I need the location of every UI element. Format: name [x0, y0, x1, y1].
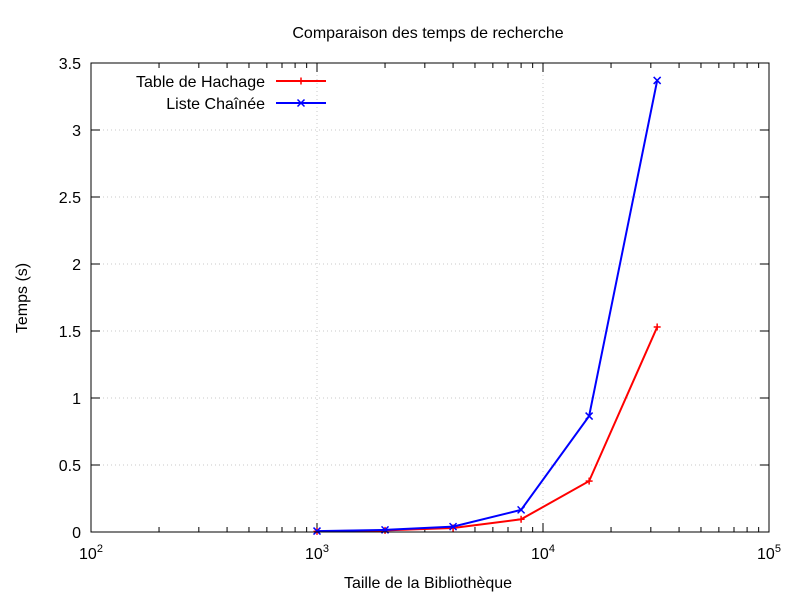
chart-title: Comparaison des temps de recherche: [292, 25, 563, 42]
legend-label: Table de Hachage: [136, 74, 265, 91]
legend-item: Table de Hachage: [136, 74, 326, 91]
legend-item: Liste Chaînée: [166, 96, 326, 113]
x-axis-label: Taille de la Bibliothèque: [344, 575, 512, 592]
x-tick-label: 102: [79, 543, 103, 563]
y-tick-label: 1.5: [59, 324, 81, 341]
y-axis-label: Temps (s): [14, 263, 31, 333]
x-tick-exponent: 5: [775, 543, 781, 555]
x-tick-label: 104: [531, 543, 555, 563]
y-tick-label: 2.5: [59, 190, 81, 207]
y-tick-label: 1: [72, 391, 81, 408]
data-point: [312, 527, 322, 536]
y-tick-label: 0.5: [59, 458, 81, 475]
y-tick-label: 2: [72, 257, 81, 274]
data-point: [653, 323, 661, 331]
x-tick-base: 10: [531, 546, 549, 563]
y-tick-label: 0: [72, 525, 81, 542]
series-layer: [312, 76, 662, 536]
legend: Table de Hachage Liste Chaînée: [136, 74, 326, 113]
x-tick-base: 10: [305, 546, 323, 563]
y-tick-label: 3: [72, 123, 81, 140]
series-line: [316, 80, 659, 533]
y-tick-label: 3.5: [59, 56, 81, 73]
series-line: [316, 326, 659, 533]
legend-marker: [296, 98, 306, 108]
x-tick-exponent: 4: [549, 543, 555, 555]
data-point: [653, 76, 662, 85]
series-1: [313, 323, 661, 535]
data-point: [585, 477, 593, 485]
series-2: [312, 76, 662, 536]
grid: [91, 63, 769, 532]
x-tick-base: 10: [79, 546, 97, 563]
legend-marker: [297, 77, 305, 85]
plot-frame: [90, 62, 770, 533]
data-point: [585, 412, 594, 421]
x-tick-base: 10: [757, 546, 775, 563]
data-point: [449, 522, 458, 531]
x-tick-label: 105: [757, 543, 781, 563]
x-tick-exponent: 3: [323, 543, 329, 555]
x-tick-label: 103: [305, 543, 329, 563]
data-point: [517, 505, 526, 514]
data-point: [517, 515, 525, 523]
legend-label: Liste Chaînée: [166, 96, 265, 113]
x-tick-exponent: 2: [97, 543, 103, 555]
